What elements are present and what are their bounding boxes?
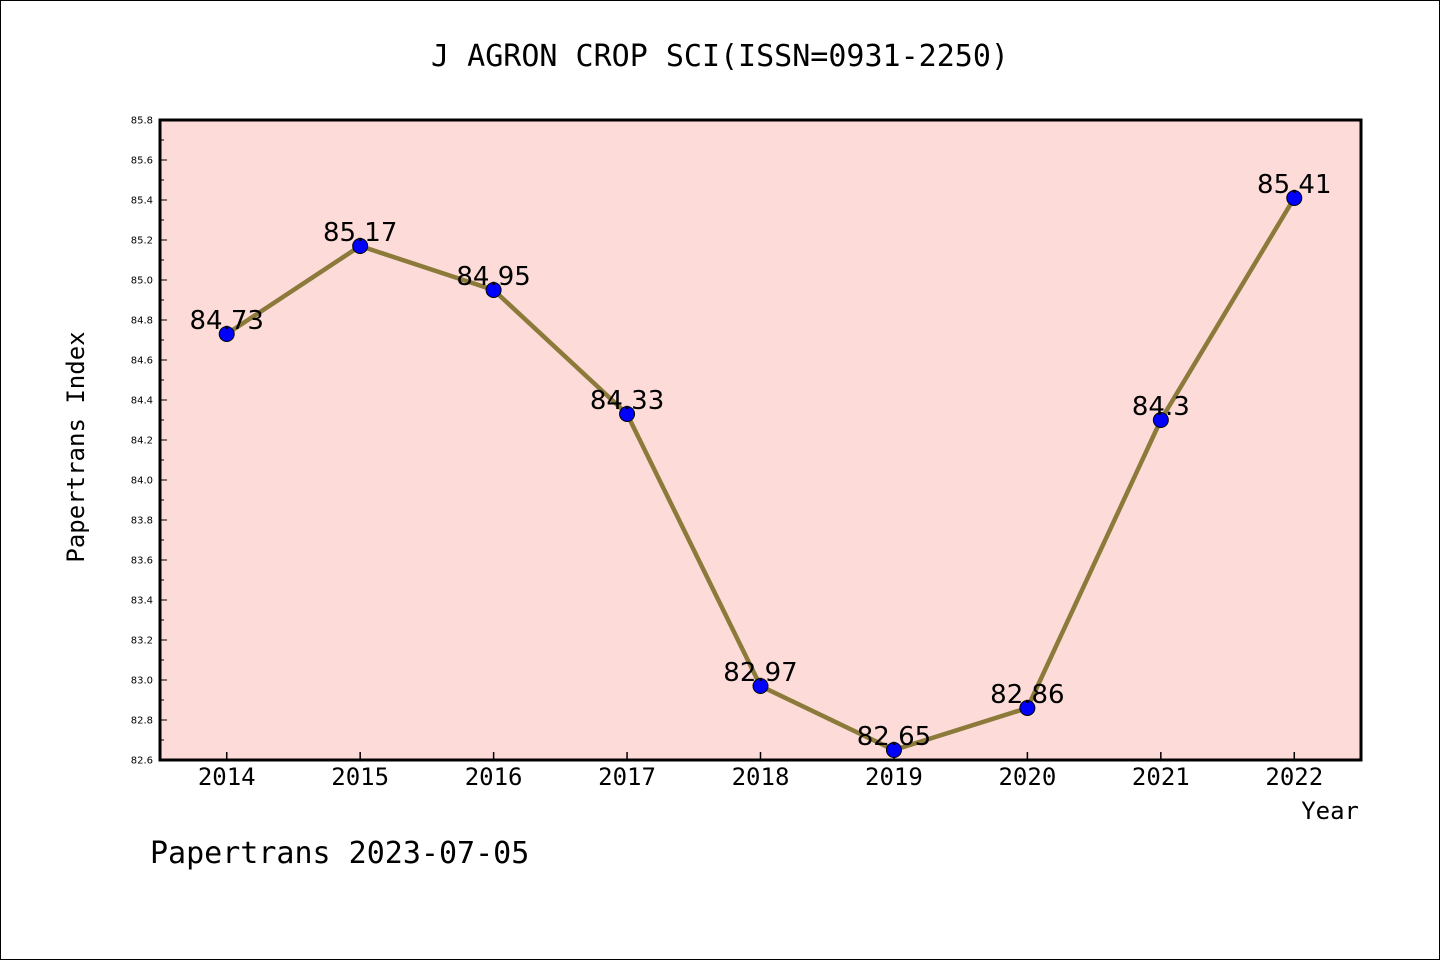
x-tick-label: 2016	[465, 763, 523, 791]
data-label: 85.41	[1257, 170, 1331, 200]
data-point	[885, 742, 902, 758]
data-point	[352, 238, 369, 254]
y-axis: 82.6 82.8 83.0 83.2 83.4 83.6 83.8 84.0 84.2 84.4…	[131, 116, 167, 767]
data-labels: 84.73 85.17 84.95 84.33 82.97 82.65 82.86 84.3 8…	[190, 170, 1332, 752]
x-tick-label: 2018	[732, 763, 790, 791]
data-label: 84.33	[590, 386, 664, 416]
data-point	[218, 326, 235, 342]
x-tick-label: 2017	[598, 763, 656, 791]
y-tick-label: 84.0	[131, 476, 153, 487]
x-axis: 2014 2015 2016 2017 2018 2019 2020 2021 2022	[198, 752, 1323, 791]
x-tick-label: 2015	[331, 763, 389, 791]
data-label: 84.73	[190, 306, 264, 336]
data-point	[1019, 700, 1036, 716]
y-tick-label: 83.4	[131, 596, 153, 607]
y-tick-label: 82.8	[131, 716, 153, 727]
data-label: 82.65	[857, 722, 931, 752]
y-axis-title: Papertrans Index	[62, 331, 90, 562]
data-point	[485, 282, 502, 298]
y-tick-label: 84.2	[131, 436, 153, 447]
y-tick-label: 85.0	[131, 276, 153, 287]
data-point	[1152, 412, 1169, 428]
x-tick-label: 2014	[198, 763, 256, 791]
y-tick-label: 84.6	[131, 356, 153, 367]
y-tick-label: 85.8	[131, 116, 153, 127]
y-tick-label: 83.6	[131, 556, 153, 567]
data-label: 85.17	[323, 218, 397, 248]
data-label: 84.95	[456, 262, 530, 292]
data-point	[1286, 190, 1303, 206]
y-tick-label: 82.6	[131, 756, 153, 767]
data-point	[752, 678, 769, 694]
x-tick-label: 2019	[865, 763, 923, 791]
y-tick-label: 83.8	[131, 516, 153, 527]
y-tick-label: 84.8	[131, 316, 153, 327]
chart-title: J AGRON CROP SCI(ISSN=0931-2250)	[431, 39, 1009, 74]
data-label: 82.97	[723, 658, 797, 688]
y-tick-label: 85.6	[131, 156, 153, 167]
x-axis-title: Year	[1301, 797, 1359, 825]
x-tick-label: 2021	[1132, 763, 1190, 791]
plot-area	[158, 118, 1363, 762]
footer-text: Papertrans 2023-07-05	[150, 836, 529, 871]
y-tick-label: 83.0	[131, 676, 153, 687]
y-tick-label: 83.2	[131, 636, 153, 647]
series-line	[218, 190, 1303, 758]
data-point	[619, 406, 636, 422]
x-tick-label: 2020	[998, 763, 1056, 791]
data-label: 84.3	[1132, 392, 1190, 422]
y-tick-label: 85.4	[131, 196, 153, 207]
y-tick-label: 85.2	[131, 236, 153, 247]
y-tick-label: 84.4	[131, 396, 153, 407]
x-tick-label: 2022	[1265, 763, 1323, 791]
data-label: 82.86	[990, 680, 1064, 710]
